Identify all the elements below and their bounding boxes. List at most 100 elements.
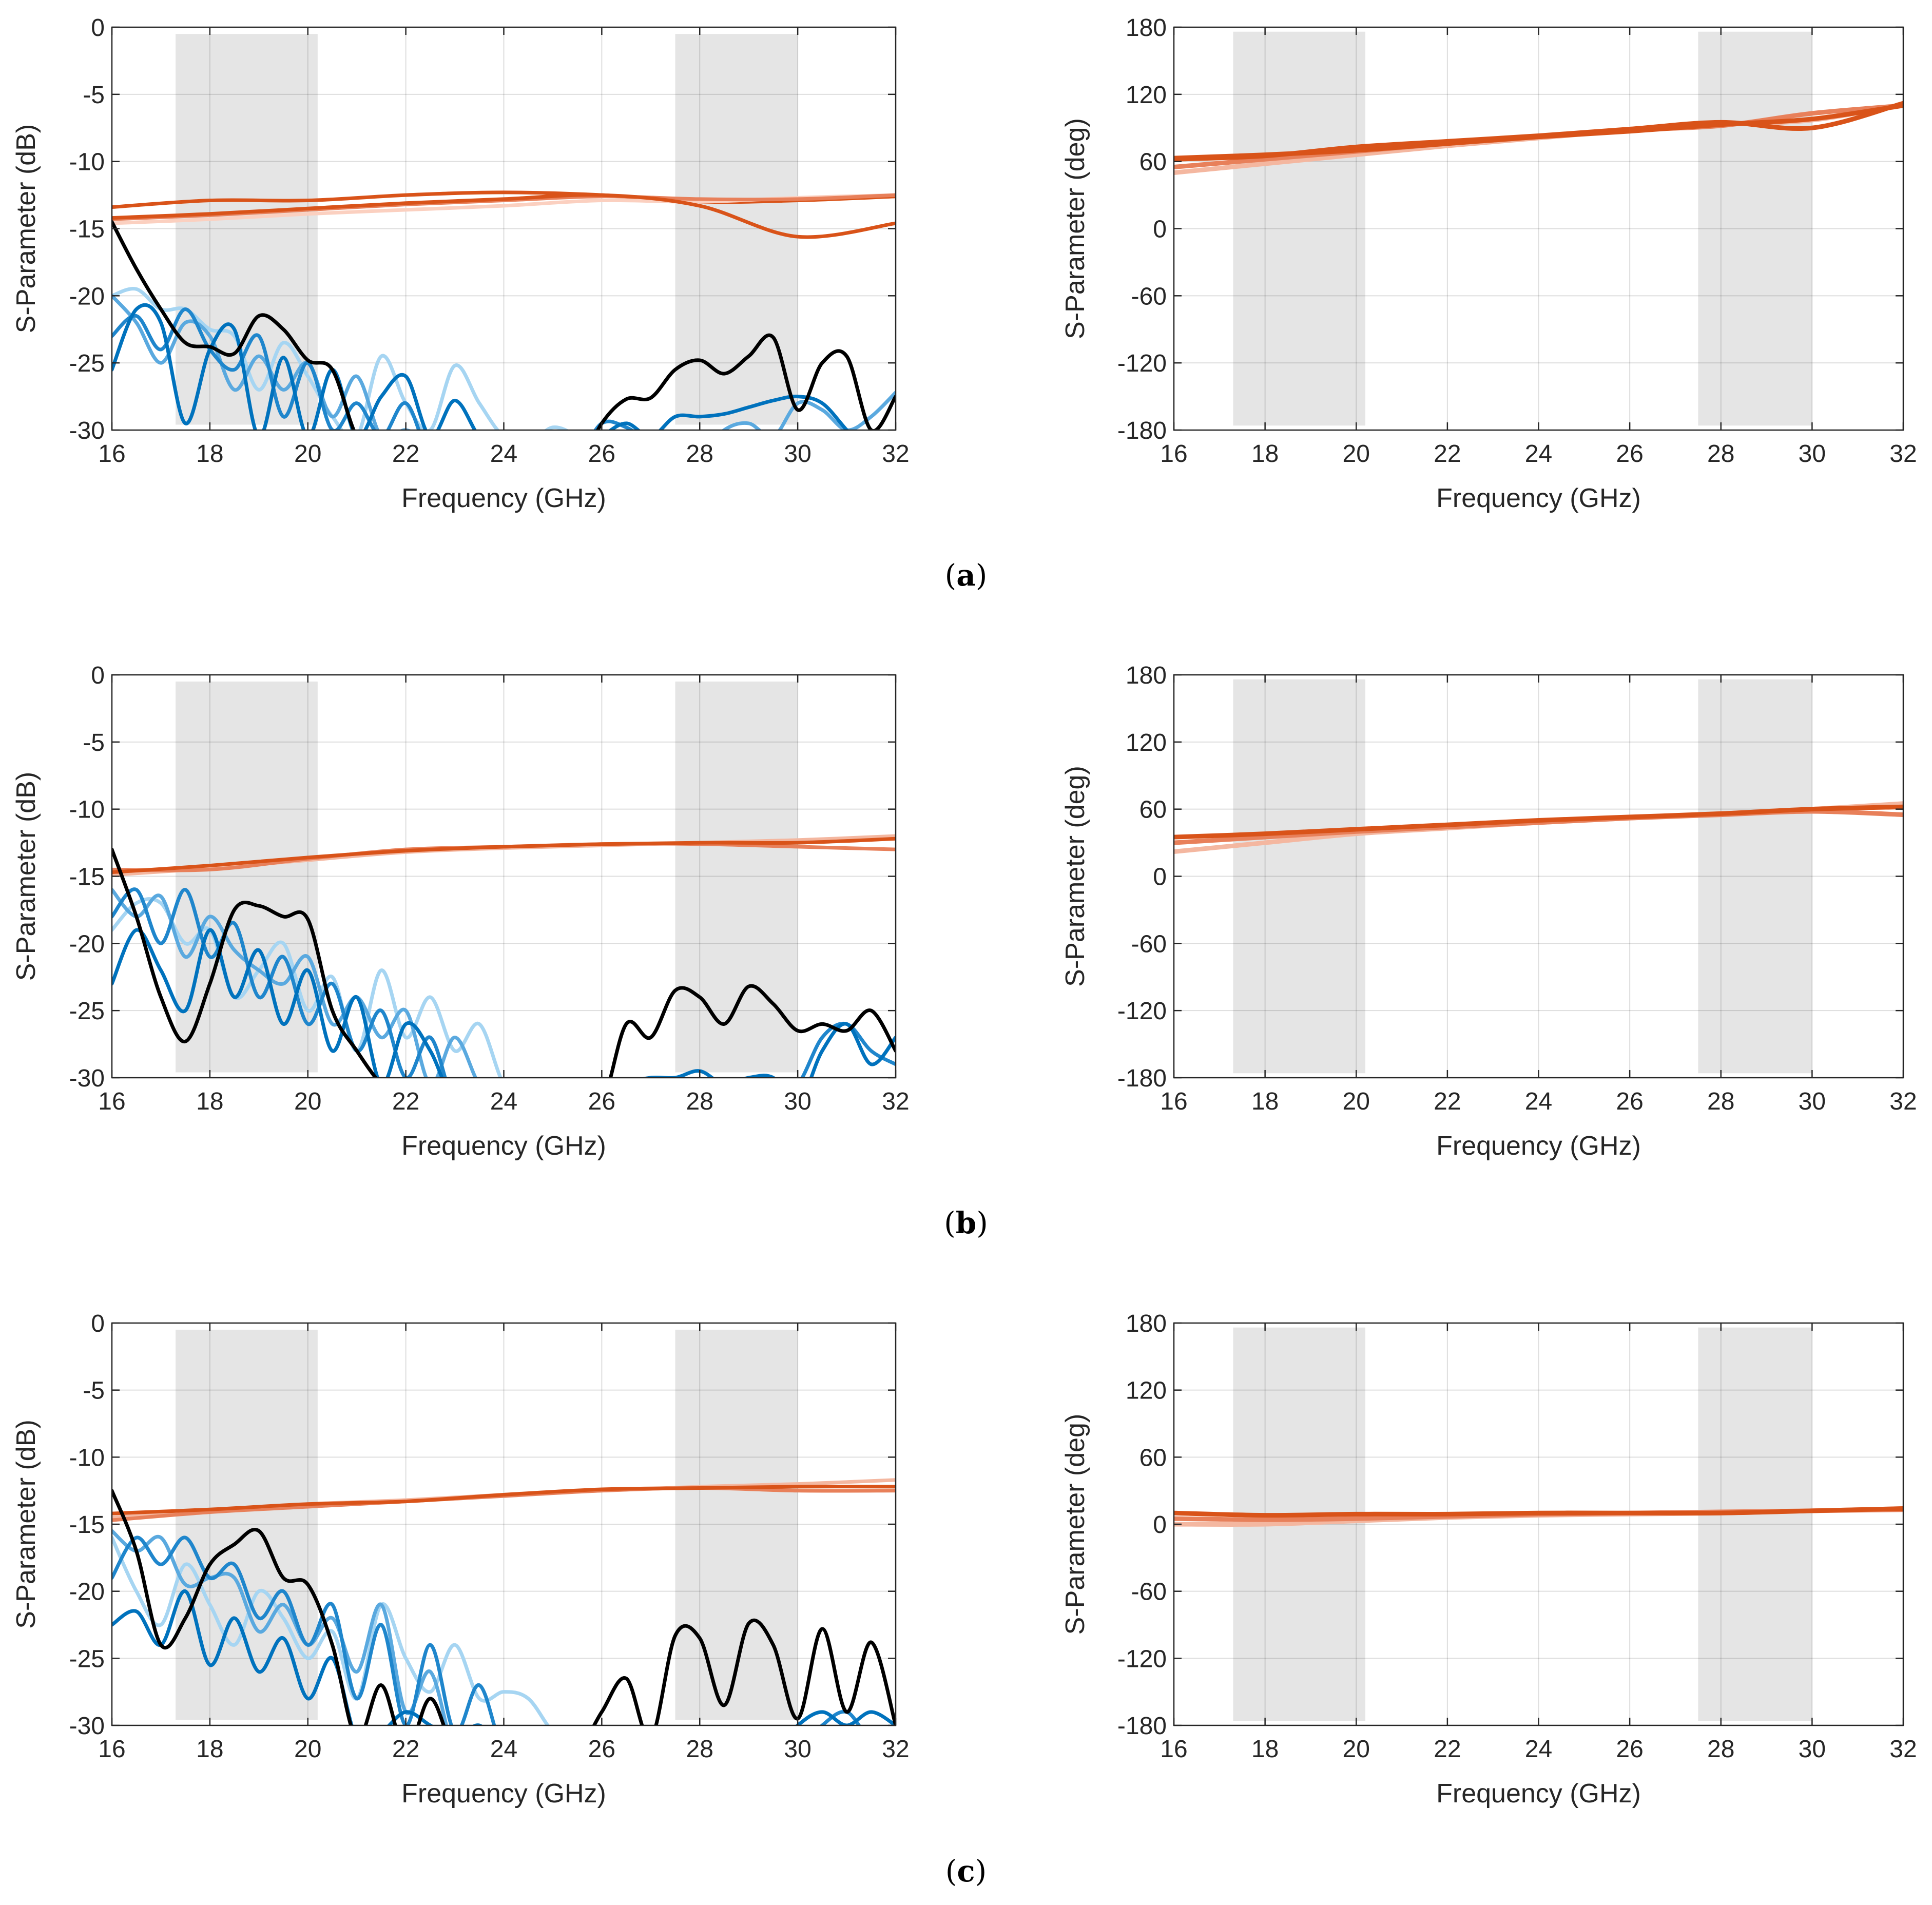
x-tick-label: 26: [1616, 1736, 1643, 1763]
subplot-c-magnitude: 16 18 20 22 24 26 28 30 32 0 -5 -10 -15 -20 -25 -30 Freq…: [11, 1310, 910, 1809]
x-tick-label: 16: [98, 1088, 125, 1115]
highlight-band: [1698, 31, 1812, 426]
series-line-blue-light: [112, 286, 570, 430]
series-group: [1174, 1506, 1903, 1527]
highlight-band: [176, 34, 318, 425]
y-tick-label: -60: [1131, 930, 1167, 958]
x-tick-label: 30: [784, 440, 811, 468]
y-tick-label: 120: [1126, 82, 1167, 109]
series-line-orange-1: [112, 190, 896, 209]
y-tick-label: 0: [1153, 864, 1167, 891]
paren-open: (: [945, 1854, 957, 1889]
y-tick-label: -5: [83, 729, 105, 756]
y-tick-label: 60: [1139, 1444, 1167, 1471]
y-tick-label: 0: [91, 14, 105, 42]
x-tick-label: 26: [1616, 440, 1643, 468]
x-tick-label: 20: [1343, 1736, 1370, 1763]
y-tick-label: -25: [69, 1645, 105, 1673]
y-tick-label: -60: [1131, 1579, 1167, 1606]
x-tick-label: 24: [490, 440, 517, 468]
x-tick-label: 32: [882, 1736, 909, 1763]
y-axis-label: S-Parameter (deg): [1060, 766, 1090, 987]
y-tick-label: -180: [1117, 1065, 1167, 1092]
series-line-black: [112, 1489, 896, 1725]
y-tick-label: -15: [69, 1511, 105, 1539]
y-tick-label: -30: [69, 1065, 105, 1092]
y-tick-label: 0: [1153, 216, 1167, 243]
y-axis-label: S-Parameter (deg): [1060, 1414, 1090, 1635]
highlight-band: [1698, 1327, 1812, 1721]
y-tick-label: -10: [69, 149, 105, 176]
series-line-black: [112, 220, 896, 430]
x-tick-label: 24: [490, 1736, 517, 1763]
series-line-blue-mid: [112, 1529, 449, 1725]
x-axis-label: Frequency (GHz): [1436, 1779, 1641, 1809]
x-axis-label: Frequency (GHz): [401, 1779, 606, 1809]
paren-open: (: [944, 1206, 956, 1240]
y-tick-label: -5: [83, 1377, 105, 1405]
subfigure-label: (b): [944, 1206, 988, 1240]
x-tick-label: 30: [1799, 1088, 1826, 1115]
x-tick-label: 30: [1799, 440, 1826, 468]
y-tick-label: -10: [69, 1444, 105, 1471]
subplot-b-phase: 16 18 20 22 24 26 28 30 32 180 120 60 0 -60 -120 -180 Fr…: [944, 662, 1917, 1240]
x-tick-label: 18: [196, 1736, 223, 1763]
x-tick-label: 32: [1889, 1736, 1917, 1763]
y-tick-label: -15: [69, 216, 105, 243]
y-axis-label: S-Parameter (dB): [11, 124, 41, 333]
x-tick-label: 22: [392, 1088, 419, 1115]
paren-close: ): [976, 1206, 988, 1240]
x-tick-label: 16: [1160, 1088, 1187, 1115]
x-tick-label: 18: [196, 1088, 223, 1115]
y-tick-label: -20: [69, 1579, 105, 1606]
series-line-black: [112, 847, 896, 1078]
x-tick-label: 22: [1434, 440, 1461, 468]
series-line-blue-light: [112, 897, 503, 1078]
y-tick-label: 0: [91, 662, 105, 689]
y-tick-label: -60: [1131, 283, 1167, 310]
y-tick-label: -15: [69, 864, 105, 891]
x-tick-label: 30: [784, 1088, 811, 1115]
y-tick-label: -30: [69, 417, 105, 444]
x-tick-label: 16: [98, 1736, 125, 1763]
x-tick-label: 24: [490, 1088, 517, 1115]
series-line-orange-1: [1174, 1506, 1903, 1518]
y-tick-label: -180: [1117, 417, 1167, 444]
x-tick-label: 28: [686, 1088, 713, 1115]
series-line-blue-dark: [112, 928, 896, 1078]
y-tick-label: -20: [69, 930, 105, 958]
x-tick-label: 16: [1160, 1736, 1187, 1763]
y-tick-label: -180: [1117, 1713, 1167, 1740]
highlight-band: [176, 1330, 318, 1720]
y-tick-label: 120: [1126, 729, 1167, 756]
x-tick-label: 20: [294, 1088, 321, 1115]
x-axis-label: Frequency (GHz): [1436, 1131, 1641, 1161]
y-tick-label: -120: [1117, 998, 1167, 1025]
x-tick-label: 28: [686, 1736, 713, 1763]
x-tick-label: 32: [882, 1088, 909, 1115]
subplot-b-magnitude: 16 18 20 22 24 26 28 30 32 0 -5 -10 -15 -20 -25 -30 Freq…: [11, 662, 910, 1161]
x-tick-label: 28: [1707, 1736, 1734, 1763]
series-line-blue-mid: [112, 888, 478, 1078]
x-tick-label: 16: [1160, 440, 1187, 468]
paren-close: ): [976, 558, 988, 593]
x-axis-label: Frequency (GHz): [1436, 483, 1641, 513]
series-group: [112, 834, 896, 1078]
subfigure-label: (a): [945, 558, 988, 593]
y-axis-label: S-Parameter (dB): [11, 1420, 41, 1628]
y-tick-label: -10: [69, 796, 105, 824]
y-tick-label: -120: [1117, 350, 1167, 377]
series-group: [112, 190, 896, 430]
series-line-orange-1: [1174, 804, 1903, 840]
highlight-band: [176, 682, 318, 1073]
subfigure-letter: b: [956, 1206, 977, 1240]
x-tick-label: 22: [1434, 1088, 1461, 1115]
series-group: [112, 1478, 896, 1725]
subfigure-letter: c: [957, 1854, 975, 1889]
highlight-band: [1233, 679, 1366, 1074]
x-tick-label: 30: [784, 1736, 811, 1763]
x-axis-label: Frequency (GHz): [401, 483, 606, 513]
y-tick-label: 0: [1153, 1511, 1167, 1539]
x-tick-label: 18: [196, 440, 223, 468]
x-tick-label: 26: [1616, 1088, 1643, 1115]
